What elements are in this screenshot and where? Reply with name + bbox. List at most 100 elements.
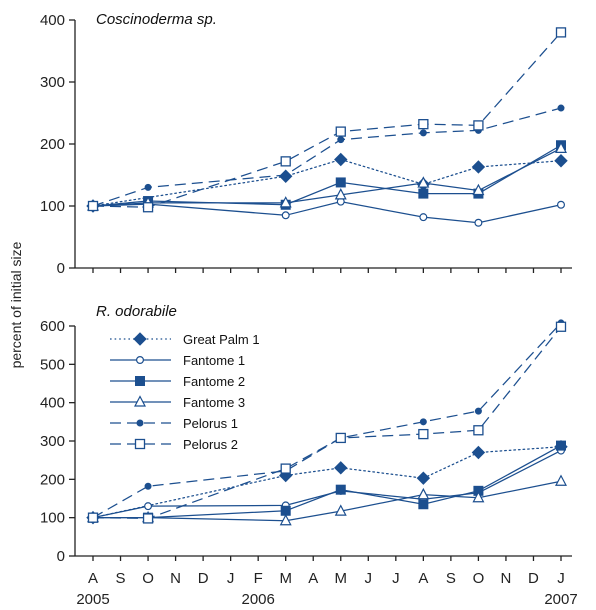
x-tick-label: J	[557, 570, 565, 587]
x-tick-label: J	[365, 570, 373, 587]
data-point	[420, 214, 427, 221]
data-point	[558, 201, 565, 208]
legend: Great Palm 1 Fantome 1 Fantome 2 Fantome 3 P…	[110, 332, 260, 452]
y-axis-label: percent of initial size	[8, 241, 24, 368]
data-point	[335, 462, 347, 474]
data-point	[145, 483, 151, 489]
data-point	[89, 513, 98, 522]
series-line	[93, 447, 561, 518]
data-point	[419, 120, 428, 129]
data-point	[472, 161, 484, 173]
data-point	[419, 500, 428, 509]
series-line	[93, 32, 561, 207]
x-tick-label: A	[88, 570, 98, 587]
x-tick-label: O	[473, 570, 485, 587]
data-point	[144, 514, 153, 523]
x-tick-label: A	[418, 570, 428, 587]
x-tick-label: M	[335, 570, 348, 587]
data-point	[135, 397, 145, 407]
y-tick-label: 0	[57, 548, 65, 565]
data-point	[474, 426, 483, 435]
y-tick-label: 400	[40, 395, 65, 412]
data-point	[136, 440, 145, 449]
legend-label: Fantome 1	[183, 353, 245, 368]
x-tick-label: N	[501, 570, 512, 587]
legend-label: Fantome 2	[183, 374, 245, 389]
data-point	[419, 189, 428, 198]
data-point	[281, 464, 290, 473]
legend-label: Pelorus 2	[183, 437, 238, 452]
legend-label: Pelorus 1	[183, 416, 238, 431]
data-point	[475, 408, 481, 414]
panel-coscinoderma: Coscinoderma sp. 0 100 200 300 400	[40, 11, 572, 277]
data-point	[336, 178, 345, 187]
data-point	[557, 322, 566, 331]
legend-label: Fantome 3	[183, 395, 245, 410]
data-point	[417, 472, 429, 484]
y-tick-label: 100	[40, 510, 65, 527]
series-line	[93, 160, 561, 207]
y-tick-label: 600	[40, 318, 65, 335]
data-point	[136, 377, 145, 386]
data-point	[418, 489, 428, 499]
data-point	[281, 506, 290, 515]
x-tick-label: F	[254, 570, 263, 587]
x-tick-label: S	[446, 570, 456, 587]
y-tick-label: 200	[40, 136, 65, 153]
data-point	[281, 157, 290, 166]
data-point	[336, 433, 345, 442]
data-point	[557, 28, 566, 37]
data-point	[335, 154, 347, 166]
data-point	[283, 172, 289, 178]
data-point	[555, 155, 567, 167]
x-tick-label: D	[528, 570, 539, 587]
panel-title: Coscinoderma sp.	[96, 11, 217, 28]
y-tick-label: 100	[40, 198, 65, 215]
x-tick-label: O	[142, 570, 154, 587]
y-tick-label: 300	[40, 74, 65, 91]
series-line	[93, 108, 561, 206]
legend-label: Great Palm 1	[183, 332, 260, 347]
x-tick-label: J	[392, 570, 400, 587]
series-line	[93, 323, 561, 518]
year-label: 2006	[241, 591, 274, 608]
data-point	[134, 333, 146, 345]
data-point	[336, 485, 345, 494]
year-label: 2005	[76, 591, 109, 608]
series-line	[93, 202, 561, 223]
series-line	[93, 481, 561, 520]
data-point	[144, 203, 153, 212]
year-label: 2007	[544, 591, 577, 608]
data-point	[475, 219, 482, 226]
y-tick-label: 200	[40, 471, 65, 488]
y-tick-label: 0	[57, 260, 65, 277]
x-tick-label: S	[116, 570, 126, 587]
panel-title: R. odorabile	[96, 303, 177, 320]
data-point	[419, 430, 428, 439]
panel-r-odorabile: R. odorabile 0 100 200 300 400 500 600	[40, 303, 572, 565]
series-line	[93, 446, 561, 518]
data-point	[472, 447, 484, 459]
data-point	[145, 503, 152, 510]
x-tick-label: D	[198, 570, 209, 587]
data-point	[557, 441, 566, 450]
data-point	[282, 212, 289, 219]
data-point	[558, 105, 564, 111]
series-line	[93, 148, 561, 206]
data-point	[336, 127, 345, 136]
y-tick-label: 500	[40, 356, 65, 373]
data-point	[145, 184, 151, 190]
data-point	[420, 130, 426, 136]
data-point	[137, 357, 144, 364]
data-point	[338, 137, 344, 143]
data-point	[556, 476, 566, 486]
x-tick-label: N	[170, 570, 181, 587]
x-tick-label: A	[308, 570, 318, 587]
x-tick-label: M	[279, 570, 292, 587]
x-tick-label: J	[227, 570, 235, 587]
y-tick-label: 300	[40, 433, 65, 450]
data-point	[420, 419, 426, 425]
data-point	[89, 202, 98, 211]
